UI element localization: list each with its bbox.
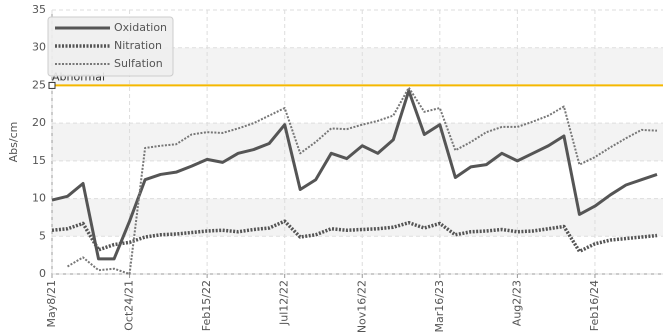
band — [52, 123, 663, 161]
legend-box — [47, 16, 174, 77]
threshold-marker — [48, 81, 56, 89]
y-tick-label: 25 — [32, 78, 46, 91]
legend-label: Oxidation — [114, 21, 167, 34]
legend-label: Sulfation — [114, 57, 163, 70]
x-tick-label: Jul12/22 — [278, 280, 291, 326]
x-tick-label: Aug2/23 — [510, 280, 523, 326]
y-tick-label: 10 — [32, 192, 46, 205]
y-tick-label: 20 — [32, 116, 46, 129]
x-tick-label: May8/21 — [45, 280, 58, 327]
series-line — [51, 89, 658, 261]
legend: Oxidation Nitration Sulfation — [47, 16, 174, 77]
x-tick-label: Feb16/24 — [588, 280, 601, 331]
x-tick-label: Oct24/21 — [123, 280, 136, 331]
y-tick-label: 35 — [32, 3, 46, 16]
y-tick-label: 5 — [39, 229, 46, 242]
x-tick-label: Nov16/22 — [355, 280, 368, 333]
series-line — [51, 219, 658, 254]
legend-label: Nitration — [114, 39, 162, 52]
x-tick-label: Feb15/22 — [200, 280, 213, 331]
y-axis-label: Abs/cm — [7, 122, 20, 163]
x-tick-label: Mar16/23 — [433, 280, 446, 332]
y-tick-label: 0 — [39, 267, 46, 280]
y-tick-label: 15 — [32, 154, 46, 167]
y-tick-label: 30 — [32, 41, 46, 54]
series-line — [67, 86, 658, 275]
